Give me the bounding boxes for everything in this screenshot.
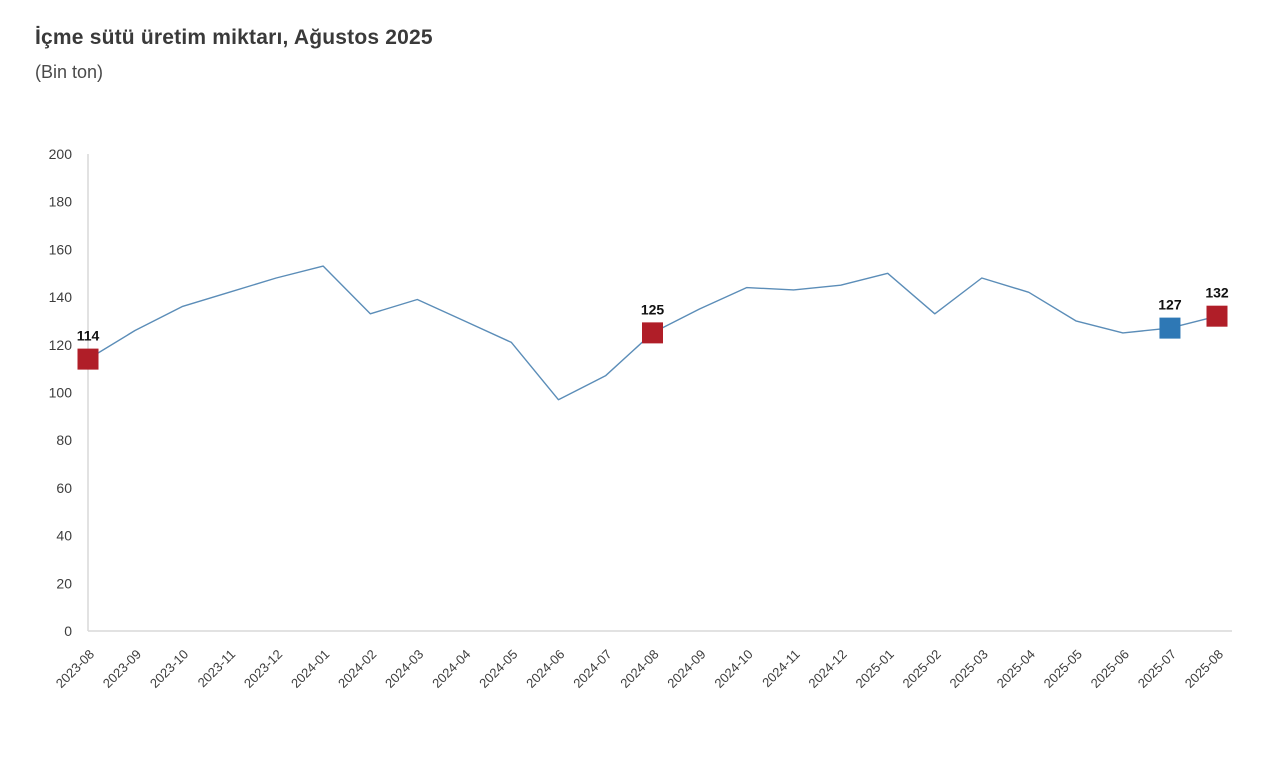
x-axis-tick-label: 2024-11 bbox=[759, 647, 803, 691]
x-axis-tick-label: 2023-10 bbox=[147, 647, 191, 691]
y-axis-tick-label: 160 bbox=[49, 241, 73, 257]
x-axis-tick-label: 2024-10 bbox=[711, 647, 755, 691]
data-point-value-label: 132 bbox=[1205, 285, 1229, 301]
x-axis-tick-label: 2024-03 bbox=[382, 647, 426, 691]
data-point-marker bbox=[77, 348, 99, 370]
y-axis-tick-label: 100 bbox=[49, 385, 73, 401]
data-point-marker bbox=[1159, 317, 1181, 339]
x-axis-tick-label: 2025-05 bbox=[1041, 647, 1085, 691]
y-axis-tick-label: 60 bbox=[56, 480, 72, 496]
y-axis-tick-label: 120 bbox=[49, 337, 73, 353]
x-axis-tick-label: 2025-06 bbox=[1088, 647, 1132, 691]
x-axis-tick-label: 2025-02 bbox=[900, 647, 944, 691]
data-point-value-label: 125 bbox=[641, 301, 665, 317]
x-axis-tick-label: 2024-06 bbox=[523, 647, 567, 691]
x-axis-tick-label: 2024-12 bbox=[805, 647, 849, 691]
y-axis-tick-label: 200 bbox=[49, 146, 73, 162]
y-axis-tick-label: 40 bbox=[56, 528, 72, 544]
x-axis-tick-label: 2023-09 bbox=[100, 647, 144, 691]
data-point-marker bbox=[642, 322, 663, 344]
x-axis-tick-label: 2024-07 bbox=[570, 647, 614, 691]
x-axis-tick-label: 2024-04 bbox=[429, 647, 473, 691]
x-axis-tick-label: 2024-08 bbox=[617, 647, 661, 691]
x-axis-tick-label: 2025-04 bbox=[994, 647, 1038, 691]
chart-unit-label: (Bin ton) bbox=[35, 62, 104, 82]
y-axis-tick-label: 0 bbox=[64, 623, 72, 639]
y-axis-tick-label: 20 bbox=[56, 575, 72, 591]
x-axis-tick-label: 2024-05 bbox=[476, 647, 520, 691]
x-axis-tick-label: 2025-08 bbox=[1182, 647, 1226, 691]
y-axis-tick-label: 80 bbox=[56, 432, 72, 448]
x-axis-tick-label: 2023-12 bbox=[241, 647, 285, 691]
x-axis-tick-label: 2025-01 bbox=[852, 647, 896, 691]
data-point-value-label: 127 bbox=[1158, 297, 1182, 313]
x-axis-tick-label: 2025-07 bbox=[1135, 647, 1179, 691]
x-axis-tick-label: 2024-01 bbox=[288, 647, 332, 691]
x-axis-tick-label: 2025-03 bbox=[947, 647, 991, 691]
y-axis-tick-label: 180 bbox=[49, 194, 73, 210]
x-axis-tick-label: 2023-11 bbox=[195, 647, 239, 691]
x-axis-tick-label: 2024-09 bbox=[664, 647, 708, 691]
data-point-value-label: 114 bbox=[77, 328, 100, 344]
chart-title: İçme sütü üretim miktarı, Ağustos 2025 bbox=[35, 26, 433, 49]
data-point-marker bbox=[1206, 305, 1228, 327]
x-axis-tick-label: 2023-08 bbox=[53, 647, 97, 691]
x-axis-tick-label: 2024-02 bbox=[335, 647, 379, 691]
y-axis-tick-label: 140 bbox=[49, 289, 73, 305]
